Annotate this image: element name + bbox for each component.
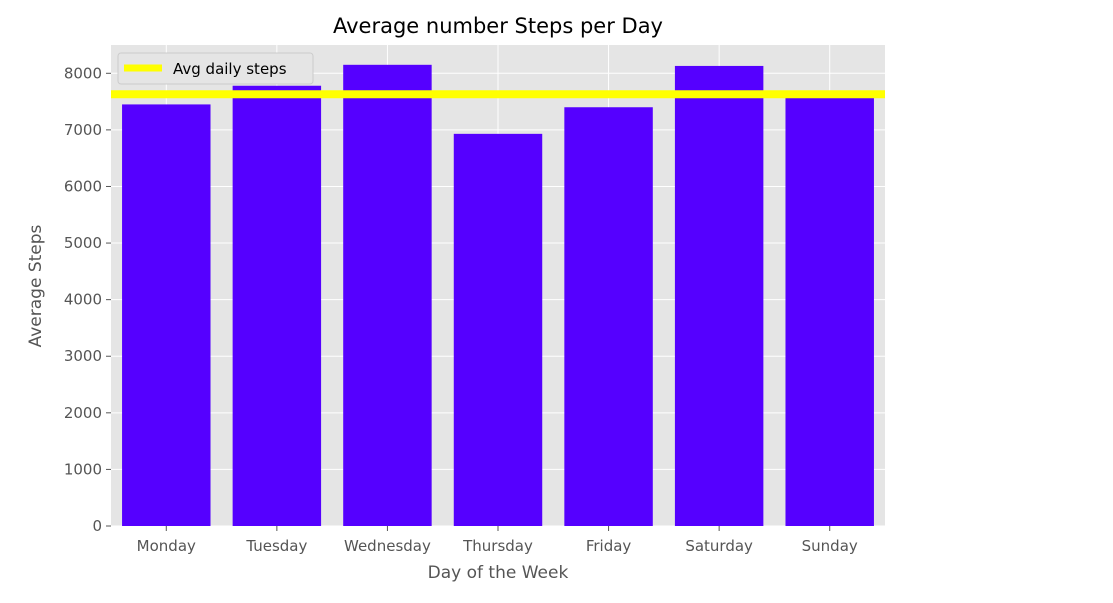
- bar-monday: [122, 104, 211, 526]
- x-tick-label: Monday: [137, 537, 196, 555]
- x-tick-label: Saturday: [685, 537, 753, 555]
- x-tick-label: Thursday: [462, 537, 533, 555]
- x-axis-label: Day of the Week: [428, 563, 569, 583]
- x-tick-label: Friday: [586, 537, 632, 555]
- chart-title: Average number Steps per Day: [333, 14, 663, 38]
- y-tick-label: 8000: [64, 64, 102, 82]
- y-tick-label: 1000: [64, 460, 102, 478]
- y-tick-label: 3000: [64, 347, 102, 365]
- bar-friday: [564, 107, 653, 526]
- legend: Avg daily steps: [117, 52, 314, 85]
- y-tick-label: 0: [92, 517, 102, 535]
- y-axis-label: Average Steps: [26, 224, 46, 347]
- y-tick-label: 6000: [64, 177, 102, 195]
- bar-thursday: [453, 133, 543, 526]
- y-tick-label: 4000: [64, 291, 102, 309]
- y-tick-label: 5000: [64, 234, 102, 252]
- legend-box: [117, 52, 314, 85]
- x-tick-label: Wednesday: [344, 537, 431, 555]
- bar-sunday: [785, 95, 874, 526]
- bar-wednesday: [343, 64, 432, 527]
- bar-tuesday: [232, 85, 322, 526]
- x-tick-label: Sunday: [802, 537, 858, 555]
- legend-label: Avg daily steps: [173, 60, 287, 78]
- y-axis-ticks: 0 1000 2000 3000 4000 5000 6000 7000 8000: [64, 64, 111, 535]
- y-tick-label: 7000: [64, 121, 102, 139]
- bar-saturday: [674, 65, 764, 526]
- bars: [122, 64, 874, 527]
- x-tick-label: Tuesday: [245, 537, 307, 555]
- y-tick-label: 2000: [64, 404, 102, 422]
- x-axis-ticks: Monday Tuesday Wednesday Thursday Friday Satu…: [137, 526, 858, 555]
